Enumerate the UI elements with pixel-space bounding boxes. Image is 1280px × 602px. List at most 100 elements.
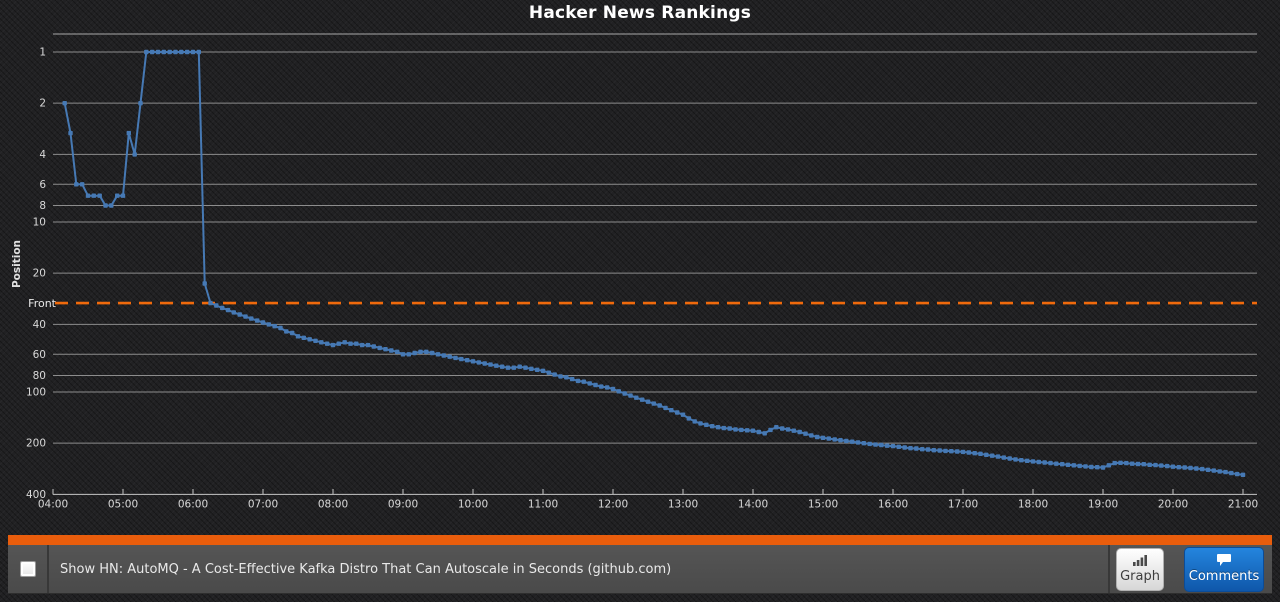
data-point <box>1112 460 1117 466</box>
data-point <box>774 425 779 430</box>
page-title: Hacker News Rankings <box>528 3 752 23</box>
bar-chart-icon <box>1133 554 1147 566</box>
data-point <box>330 342 336 348</box>
data-point <box>80 182 85 187</box>
y-tick-label: 200 <box>26 438 46 450</box>
data-point <box>972 451 977 456</box>
data-point <box>132 152 137 157</box>
data-point <box>74 182 79 187</box>
data-point <box>465 358 470 363</box>
data-point <box>441 353 446 358</box>
data-point <box>85 193 91 198</box>
data-point <box>453 355 458 361</box>
data-point <box>640 397 645 402</box>
data-point <box>1165 463 1170 469</box>
data-point <box>762 431 767 436</box>
data-point <box>435 352 441 357</box>
data-point <box>523 365 528 370</box>
data-point <box>185 49 190 55</box>
data-point <box>780 426 785 431</box>
data-point <box>126 130 131 136</box>
data-point <box>756 429 761 435</box>
data-point <box>173 49 178 55</box>
data-point <box>255 318 260 323</box>
data-point <box>68 130 73 136</box>
data-point <box>1036 459 1041 465</box>
data-point <box>342 340 347 345</box>
graph-button[interactable]: Graph <box>1116 547 1164 591</box>
data-point <box>1060 462 1065 467</box>
data-point <box>290 330 295 336</box>
x-tick-label: 07:00 <box>248 499 278 511</box>
data-point <box>220 305 225 311</box>
story-title[interactable]: Show HN: AutoMQ - A Cost-Effective Kafka… <box>60 561 672 577</box>
data-point <box>873 442 878 447</box>
data-point <box>1170 464 1176 469</box>
data-point <box>698 421 703 426</box>
y-tick-label: 2 <box>39 98 46 110</box>
y-tick-label: 10 <box>33 217 46 229</box>
series-line <box>63 51 1244 476</box>
data-point <box>803 431 808 436</box>
data-point <box>599 384 604 389</box>
data-point <box>167 49 172 55</box>
data-point <box>505 365 511 370</box>
data-point <box>651 401 656 406</box>
comment-bubble-icon <box>1217 554 1231 566</box>
data-point <box>336 341 341 346</box>
data-point <box>634 395 639 400</box>
data-point <box>150 49 155 55</box>
data-point <box>1130 461 1135 466</box>
data-point <box>564 375 569 380</box>
x-tick-label: 05:00 <box>108 499 138 511</box>
data-point <box>925 447 931 452</box>
data-point <box>389 348 394 353</box>
data-point <box>307 337 312 342</box>
data-point <box>97 193 102 198</box>
data-point <box>1118 460 1123 465</box>
data-point <box>1229 470 1234 476</box>
data-point <box>500 364 505 369</box>
x-tick-label: 18:00 <box>1018 499 1048 511</box>
comments-button[interactable]: Comments <box>1184 546 1264 592</box>
data-point <box>208 300 213 306</box>
y-tick-label: 6 <box>39 179 46 191</box>
story-accent-bar <box>8 535 1272 545</box>
data-point <box>739 427 744 433</box>
data-point <box>231 310 236 315</box>
data-point <box>791 428 796 433</box>
y-tick-label: 8 <box>39 200 46 212</box>
data-point <box>365 342 371 348</box>
story-checkbox[interactable] <box>19 561 36 577</box>
data-point <box>984 452 989 457</box>
data-point <box>354 341 359 346</box>
data-point <box>62 101 67 106</box>
data-point <box>1153 462 1158 468</box>
data-point <box>704 422 709 427</box>
y-tick-label: 20 <box>33 268 46 280</box>
story-title-cell: Show HN: AutoMQ - A Cost-Effective Kafka… <box>49 545 1108 593</box>
data-point <box>908 446 913 451</box>
data-point <box>663 405 668 411</box>
data-point <box>395 349 400 354</box>
data-point <box>412 350 417 356</box>
data-point <box>902 445 907 450</box>
data-point <box>1194 466 1199 471</box>
data-point <box>826 436 831 441</box>
data-point <box>91 193 96 198</box>
data-point <box>190 49 196 55</box>
data-point <box>1235 471 1240 477</box>
data-point <box>1013 457 1018 462</box>
data-point <box>155 49 161 55</box>
data-point <box>570 376 575 382</box>
data-point <box>896 444 901 449</box>
data-point <box>325 341 330 346</box>
x-tick-label: 20:00 <box>1158 499 1188 511</box>
data-point <box>710 424 715 429</box>
x-tick-label: 19:00 <box>1088 499 1118 511</box>
data-point <box>645 399 651 404</box>
y-tick-label: 4 <box>39 149 46 161</box>
data-point <box>540 368 546 373</box>
data-point <box>103 203 108 208</box>
data-point <box>721 425 726 431</box>
